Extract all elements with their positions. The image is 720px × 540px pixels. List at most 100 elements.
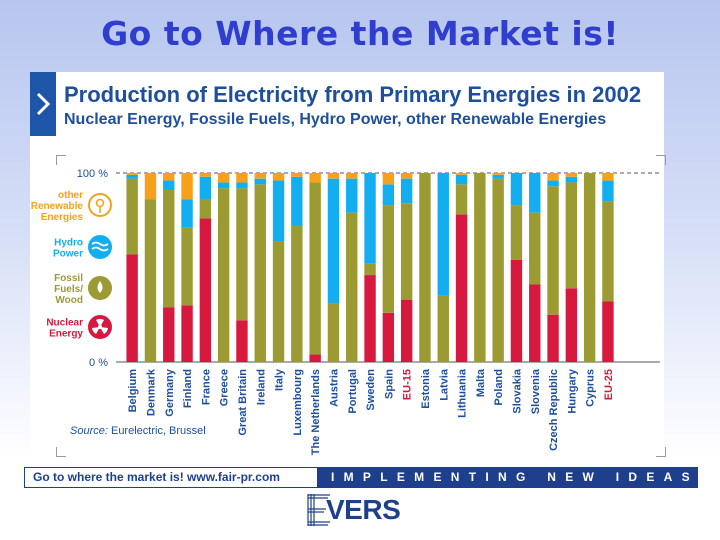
wave-icon <box>88 235 112 259</box>
category-label: Portugal <box>347 369 359 414</box>
category-label: Lithuania <box>457 368 469 418</box>
bar-segment-hydro <box>199 176 212 200</box>
page-headline: Go to Where the Market is! <box>101 14 619 53</box>
bar-segment-hydro <box>382 184 395 206</box>
bar-segment-hydro <box>327 178 340 304</box>
bar-segment-renewable <box>327 173 340 179</box>
bar-segment-fossil <box>547 186 559 315</box>
category-label: Slovenia <box>530 368 542 414</box>
bar-segment-renewable <box>492 173 504 175</box>
bar-segment-renewable <box>400 173 413 179</box>
bar-segment-renewable <box>199 173 212 177</box>
category-label: Poland <box>493 369 505 406</box>
footer-bar: Go to where the market is! www.fair-pr.c… <box>24 467 698 488</box>
bar-segment-hydro <box>364 173 376 264</box>
category-label: Germany <box>164 368 176 417</box>
bar-segment-fossil <box>181 227 193 306</box>
bar-segment-nuclear <box>565 288 578 362</box>
frame-corner-tr <box>656 155 666 165</box>
category-label: Slovakia <box>511 368 523 414</box>
category-label: Luxembourg <box>292 369 304 436</box>
evers-logo: VERS <box>304 492 418 530</box>
bar-segment-fossil <box>346 212 358 362</box>
category-label: Finland <box>182 369 194 408</box>
frame-corner-bl <box>56 447 66 457</box>
category-label: Great Britain <box>237 369 249 436</box>
chart-subtitle: Nuclear Energy, Fossile Fuels, Hydro Pow… <box>64 111 607 128</box>
category-label: The Netherlands <box>310 369 322 455</box>
bar-segment-renewable <box>144 173 157 200</box>
bar-segment-renewable <box>565 173 578 177</box>
chart-title: Production of Electricity from Primary E… <box>64 82 642 107</box>
bar-segment-fossil <box>163 190 175 308</box>
bar-segment-renewable <box>126 173 138 175</box>
bar-segment-hydro <box>510 173 523 206</box>
bar-segment-renewable <box>291 173 303 177</box>
solar-icon <box>88 193 112 217</box>
bar-segment-renewable <box>382 173 395 185</box>
bar-segment-fossil <box>419 173 431 362</box>
bar-segment-fossil <box>474 173 486 362</box>
bar-segment-hydro <box>602 180 614 202</box>
frame-corner-tl <box>56 155 66 165</box>
bar-segment-hydro <box>547 180 559 187</box>
source-note: Source: Eurelectric, Brussel <box>70 425 206 437</box>
wave-glyph <box>91 241 109 252</box>
bar-segment-nuclear <box>602 301 614 362</box>
category-label: Austria <box>328 368 340 407</box>
legend-label-renewable: Renewable <box>31 201 84 212</box>
bar-segment-hydro <box>455 174 468 185</box>
bar-segment-renewable <box>602 173 614 181</box>
bar-segment-renewable <box>254 173 266 179</box>
legend-label-renewable: Energies <box>41 212 84 223</box>
legend-label-fossil: Fuels/ <box>54 284 83 295</box>
category-label: Estonia <box>420 368 432 409</box>
bar-segment-hydro <box>181 199 193 228</box>
legend-label-hydro: Hydro <box>54 238 83 249</box>
bar-segment-nuclear <box>236 320 248 362</box>
category-label: Malta <box>475 368 487 397</box>
category-label: Czech Republic <box>548 369 560 451</box>
bar-segment-fossil <box>382 205 395 313</box>
category-label: Belgium <box>127 369 139 413</box>
radiation-glyph-blade <box>96 318 104 327</box>
category-label: EU-25 <box>603 369 615 400</box>
bar-segment-nuclear <box>199 218 212 362</box>
bar-segment-fossil <box>236 188 248 321</box>
chevron-box <box>30 72 56 136</box>
y-tick-label: 0 % <box>89 357 108 369</box>
bar-segment-renewable <box>309 173 321 183</box>
footer-slogan-link[interactable]: Go to where the market is! www.fair-pr.c… <box>25 468 317 487</box>
bar-segment-hydro <box>529 173 541 213</box>
bar-segment-renewable <box>217 173 230 183</box>
bar-segment-nuclear <box>126 254 138 362</box>
category-label: Sweden <box>365 369 377 411</box>
bar-segment-fossil <box>327 303 340 362</box>
drop-glyph <box>97 281 103 293</box>
category-label: Cyprus <box>585 369 597 407</box>
bar-segment-renewable <box>547 173 559 181</box>
bar-segment-hydro <box>163 180 175 191</box>
source-text: Eurelectric, Brussel <box>107 425 206 437</box>
category-label: France <box>200 369 212 405</box>
bar-segment-fossil <box>272 241 285 362</box>
legend-label-fossil: Wood <box>55 295 83 306</box>
bar-segment-fossil <box>492 178 504 362</box>
bar-segment-hydro <box>346 178 358 213</box>
radiation-glyph-blade <box>92 327 100 334</box>
category-label: Ireland <box>255 369 267 405</box>
bar-segment-fossil <box>400 203 413 300</box>
bar-segment-fossil <box>309 182 321 355</box>
bar-segment-hydro <box>126 174 138 179</box>
category-label: Denmark <box>145 368 157 416</box>
bar-segment-nuclear <box>400 299 413 362</box>
category-label: Greece <box>219 369 231 406</box>
frame-corner-br <box>656 447 666 457</box>
bar-segment-renewable <box>346 173 358 179</box>
bar-segment-nuclear <box>181 305 193 362</box>
bar-segment-nuclear <box>382 312 395 362</box>
footer-tagline: IMPLEMENTING NEW IDEAS <box>317 468 697 487</box>
bar-segment-renewable <box>272 173 285 181</box>
bar-segment-fossil <box>510 205 523 260</box>
